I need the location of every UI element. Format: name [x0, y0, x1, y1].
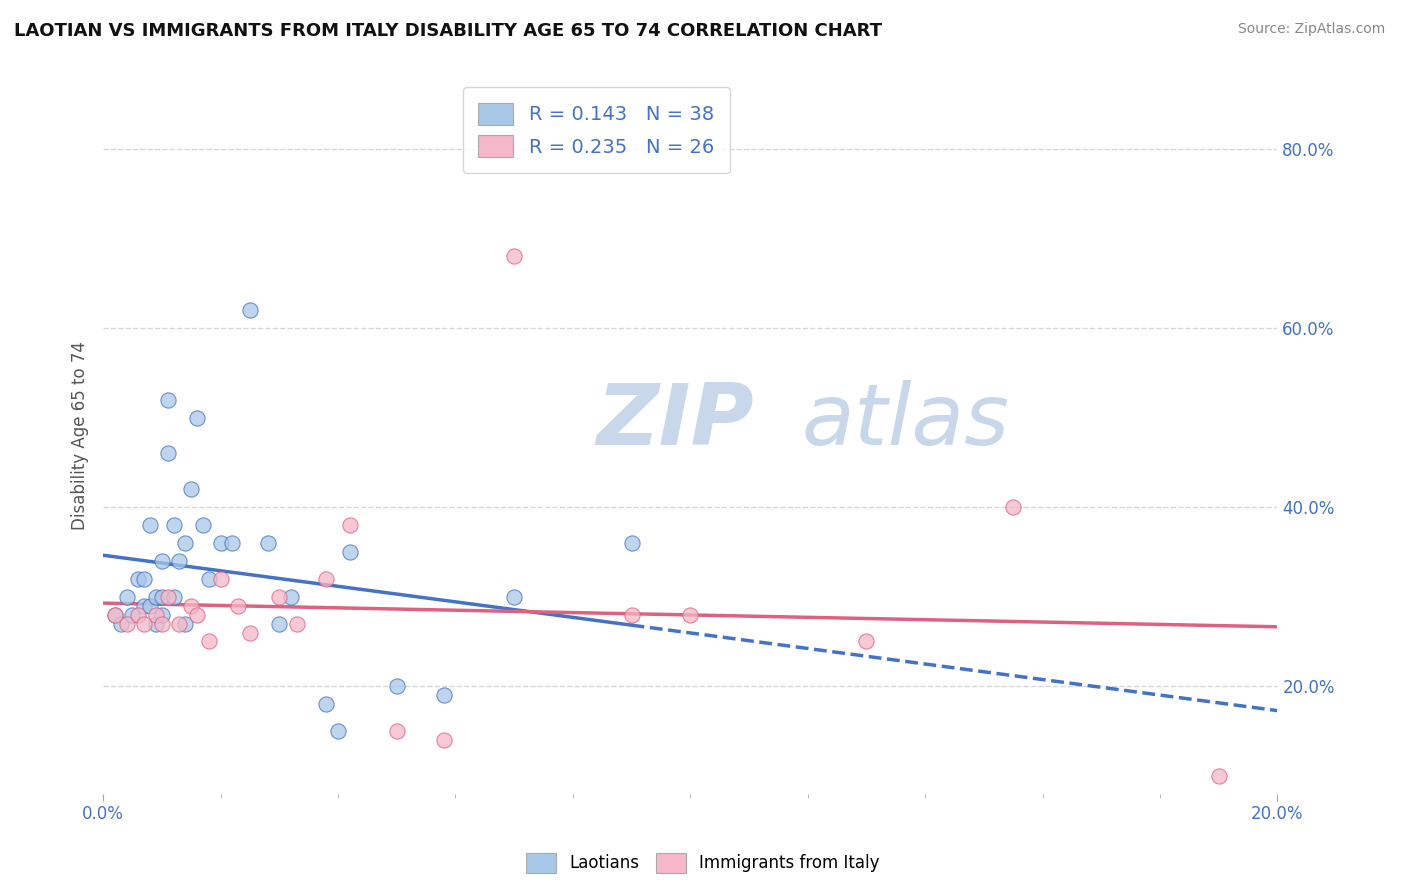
- Point: [1002, 500, 1025, 515]
- Point: [186, 410, 208, 425]
- Point: [269, 590, 291, 604]
- Point: [162, 590, 184, 604]
- Point: [150, 590, 173, 604]
- Point: [169, 554, 191, 568]
- Point: [150, 616, 173, 631]
- Point: [1208, 769, 1230, 783]
- Point: [315, 697, 337, 711]
- Point: [162, 518, 184, 533]
- Point: [191, 518, 214, 533]
- Point: [315, 572, 337, 586]
- Point: [433, 733, 456, 747]
- Point: [503, 250, 526, 264]
- Point: [198, 634, 221, 648]
- Point: [269, 616, 291, 631]
- Point: [104, 607, 127, 622]
- Point: [150, 607, 173, 622]
- Point: [226, 599, 249, 613]
- Point: [186, 607, 208, 622]
- Point: [620, 536, 643, 550]
- Point: [169, 616, 191, 631]
- Point: [180, 599, 202, 613]
- Point: [385, 679, 408, 693]
- Point: [127, 607, 149, 622]
- Point: [134, 616, 156, 631]
- Point: [134, 572, 156, 586]
- Point: [339, 518, 361, 533]
- Point: [104, 607, 127, 622]
- Point: [221, 536, 243, 550]
- Point: [433, 688, 456, 702]
- Point: [679, 607, 702, 622]
- Point: [134, 599, 156, 613]
- Legend: Laotians, Immigrants from Italy: Laotians, Immigrants from Italy: [519, 847, 887, 880]
- Legend: R = 0.143   N = 38, R = 0.235   N = 26: R = 0.143 N = 38, R = 0.235 N = 26: [463, 87, 730, 173]
- Point: [180, 483, 202, 497]
- Point: [385, 724, 408, 739]
- Point: [145, 616, 167, 631]
- Point: [326, 724, 349, 739]
- Point: [127, 572, 149, 586]
- Point: [145, 590, 167, 604]
- Text: LAOTIAN VS IMMIGRANTS FROM ITALY DISABILITY AGE 65 TO 74 CORRELATION CHART: LAOTIAN VS IMMIGRANTS FROM ITALY DISABIL…: [14, 22, 882, 40]
- Point: [115, 616, 138, 631]
- Point: [174, 536, 197, 550]
- Point: [156, 392, 179, 407]
- Point: [139, 599, 162, 613]
- Point: [285, 616, 308, 631]
- Point: [239, 625, 262, 640]
- Point: [239, 303, 262, 318]
- Point: [110, 616, 132, 631]
- Point: [156, 590, 179, 604]
- Point: [145, 607, 167, 622]
- Point: [198, 572, 221, 586]
- Text: atlas: atlas: [801, 380, 1010, 463]
- Point: [855, 634, 877, 648]
- Point: [339, 545, 361, 559]
- Point: [209, 536, 232, 550]
- Point: [620, 607, 643, 622]
- Point: [115, 590, 138, 604]
- Point: [280, 590, 302, 604]
- Y-axis label: Disability Age 65 to 74: Disability Age 65 to 74: [72, 341, 89, 530]
- Point: [150, 554, 173, 568]
- Point: [174, 616, 197, 631]
- Point: [209, 572, 232, 586]
- Point: [503, 590, 526, 604]
- Point: [121, 607, 143, 622]
- Point: [256, 536, 278, 550]
- Point: [139, 518, 162, 533]
- Text: Source: ZipAtlas.com: Source: ZipAtlas.com: [1237, 22, 1385, 37]
- Text: ZIP: ZIP: [596, 380, 754, 463]
- Point: [156, 446, 179, 460]
